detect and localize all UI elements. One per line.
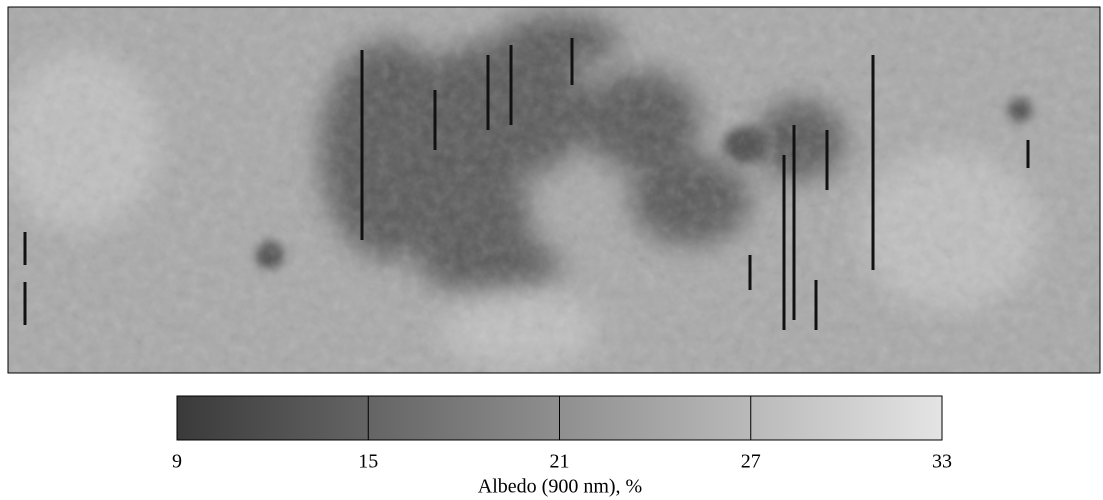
colorbar-tick-label: 33 bbox=[932, 451, 952, 473]
colorbar-tick-label: 9 bbox=[172, 451, 182, 473]
albedo-map bbox=[8, 7, 1100, 373]
colorbar-tick-label: 15 bbox=[358, 451, 378, 473]
colorbar-tick-label: 27 bbox=[741, 451, 761, 473]
colorbar-tick-label: 21 bbox=[550, 451, 570, 473]
colorbar-label: Albedo (900 nm), % bbox=[478, 476, 642, 498]
colorbar: 9 15 21 27 33 bbox=[172, 395, 952, 473]
map-frame bbox=[7, 6, 1101, 374]
